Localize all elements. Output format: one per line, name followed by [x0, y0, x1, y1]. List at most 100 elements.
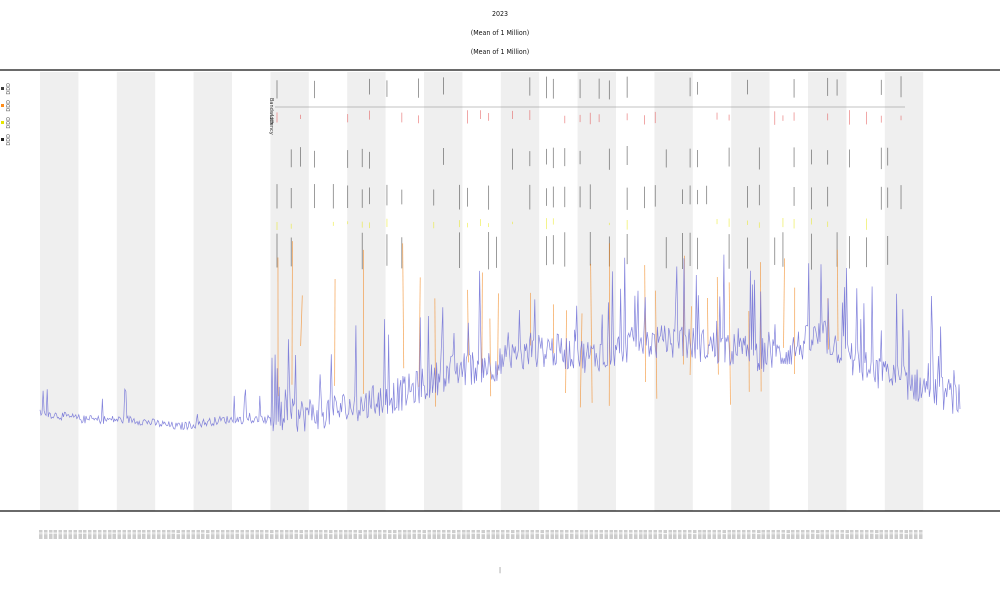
x-tick-label: ||||||||: [260, 530, 264, 539]
x-tick-label: ||||||||: [49, 530, 53, 539]
x-tick-label: ||||||||: [914, 530, 918, 539]
row-label: Latency: [268, 115, 274, 135]
legend-label: DDD: [6, 99, 12, 112]
orange-spike: [481, 272, 483, 374]
x-tick-label: ||||||||: [472, 530, 476, 539]
x-tick-label: ||||||||: [639, 530, 643, 539]
x-tick-label: ||||||||: [78, 530, 82, 539]
orange-spike: [655, 290, 658, 399]
background-band: [116, 72, 156, 511]
x-tick-label: ||||||||: [309, 530, 313, 539]
x-tick-label: ||||||||: [398, 530, 402, 539]
x-tick-label: ||||||||: [747, 530, 751, 539]
x-tick-label: ||||||||: [64, 530, 68, 539]
x-tick-label: ||||||||: [536, 530, 540, 539]
x-tick-label: ||||||||: [550, 530, 554, 539]
x-tick-label: ||||||||: [545, 530, 549, 539]
orange-spike: [590, 263, 593, 403]
x-tick-label: ||||||||: [599, 530, 603, 539]
x-tick-label: ||||||||: [678, 530, 682, 539]
background-band: [270, 72, 309, 511]
x-tick-label: ||||||||: [865, 530, 869, 539]
x-tick-label: ||||||||: [305, 530, 309, 539]
x-tick-label: ||||||||: [44, 530, 48, 539]
x-tick-label: ||||||||: [211, 530, 215, 539]
x-tick-label: ||||||||: [796, 530, 800, 539]
x-tick-label: ||||||||: [890, 530, 894, 539]
x-tick-label: ||||||||: [437, 530, 441, 539]
x-tick-label: ||||||||: [88, 530, 92, 539]
x-tick-label: ||||||||: [427, 530, 431, 539]
x-tick-label: ||||||||: [526, 530, 530, 539]
x-tick-label: ||||||||: [182, 530, 186, 539]
orange-spike: [579, 313, 583, 408]
background-band: [577, 72, 616, 511]
x-tick-label: ||||||||: [511, 530, 515, 539]
x-tick-label: ||||||||: [644, 530, 648, 539]
x-tick-label: ||||||||: [103, 530, 107, 539]
x-tick-label: ||||||||: [501, 530, 505, 539]
x-tick-label: ||||||||: [152, 530, 156, 539]
x-tick-label: ||||||||: [118, 530, 122, 539]
x-tick-label: ||||||||: [423, 530, 427, 539]
x-tick-label: ||||||||: [840, 530, 844, 539]
legend-swatch: [1, 121, 4, 124]
x-tick-label: ||||||||: [742, 530, 746, 539]
background-band: [654, 72, 693, 511]
x-tick-label: ||||||||: [123, 530, 127, 539]
orange-spike: [783, 258, 785, 348]
x-tick-label: ||||||||: [83, 530, 87, 539]
x-tick-label: ||||||||: [555, 530, 559, 539]
row-label: Bandwidth: [268, 98, 274, 125]
x-tick-label: ||||||||: [226, 530, 230, 539]
x-tick-label: ||||||||: [201, 530, 205, 539]
x-tick-label: ||||||||: [629, 530, 633, 539]
x-tick-label: ||||||||: [290, 530, 294, 539]
background-band: [808, 72, 847, 511]
x-tick-label: ||||||||: [683, 530, 687, 539]
x-tick-label: ||||||||: [447, 530, 451, 539]
orange-spike: [300, 295, 303, 347]
chart-subtitle-2: (Mean of 1 Million): [470, 48, 530, 56]
x-tick-label: ||||||||: [580, 530, 584, 539]
x-tick-label: ||||||||: [275, 530, 279, 539]
x-tick-label: ||||||||: [73, 530, 77, 539]
x-tick-label: ||||||||: [128, 530, 132, 539]
legend-label: DDD: [6, 116, 12, 129]
x-tick-label: ||||||||: [216, 530, 220, 539]
x-tick-label: ||||||||: [816, 530, 820, 539]
background-band: [193, 72, 232, 511]
x-tick-label: ||||||||: [442, 530, 446, 539]
x-tick-label: ||||||||: [388, 530, 392, 539]
x-tick-label: ||||||||: [187, 530, 191, 539]
x-tick-label: ||||||||: [722, 530, 726, 539]
orange-spike: [402, 243, 405, 369]
x-tick-label: ||||||||: [403, 530, 407, 539]
chart-subtitle: (Mean of 1 Million): [470, 29, 530, 37]
x-tick-label: ||||||||: [845, 530, 849, 539]
x-tick-label: ||||||||: [462, 530, 466, 539]
x-tick-label: ||||||||: [334, 530, 338, 539]
x-tick-label: ||||||||: [408, 530, 412, 539]
x-tick-label: ||||||||: [393, 530, 397, 539]
x-tick-label: ||||||||: [624, 530, 628, 539]
orange-spike: [716, 277, 719, 375]
x-tick-label: ||||||||: [147, 530, 151, 539]
background-band: [500, 72, 540, 511]
x-tick-label: ||||||||: [727, 530, 731, 539]
x-tick-label: ||||||||: [717, 530, 721, 539]
background-band: [347, 72, 386, 511]
x-tick-label: ||||||||: [654, 530, 658, 539]
x-tick-label: ||||||||: [772, 530, 776, 539]
x-tick-label: ||||||||: [619, 530, 623, 539]
x-tick-label: ||||||||: [383, 530, 387, 539]
x-tick-label: ||||||||: [98, 530, 102, 539]
x-tick-label: ||||||||: [196, 530, 200, 539]
x-tick-label: ||||||||: [708, 530, 712, 539]
x-tick-label: ||||||||: [732, 530, 736, 539]
x-tick-label: ||||||||: [609, 530, 613, 539]
legend-swatch: [1, 138, 4, 141]
legend-swatch: [1, 104, 4, 107]
x-tick-label: ||||||||: [477, 530, 481, 539]
